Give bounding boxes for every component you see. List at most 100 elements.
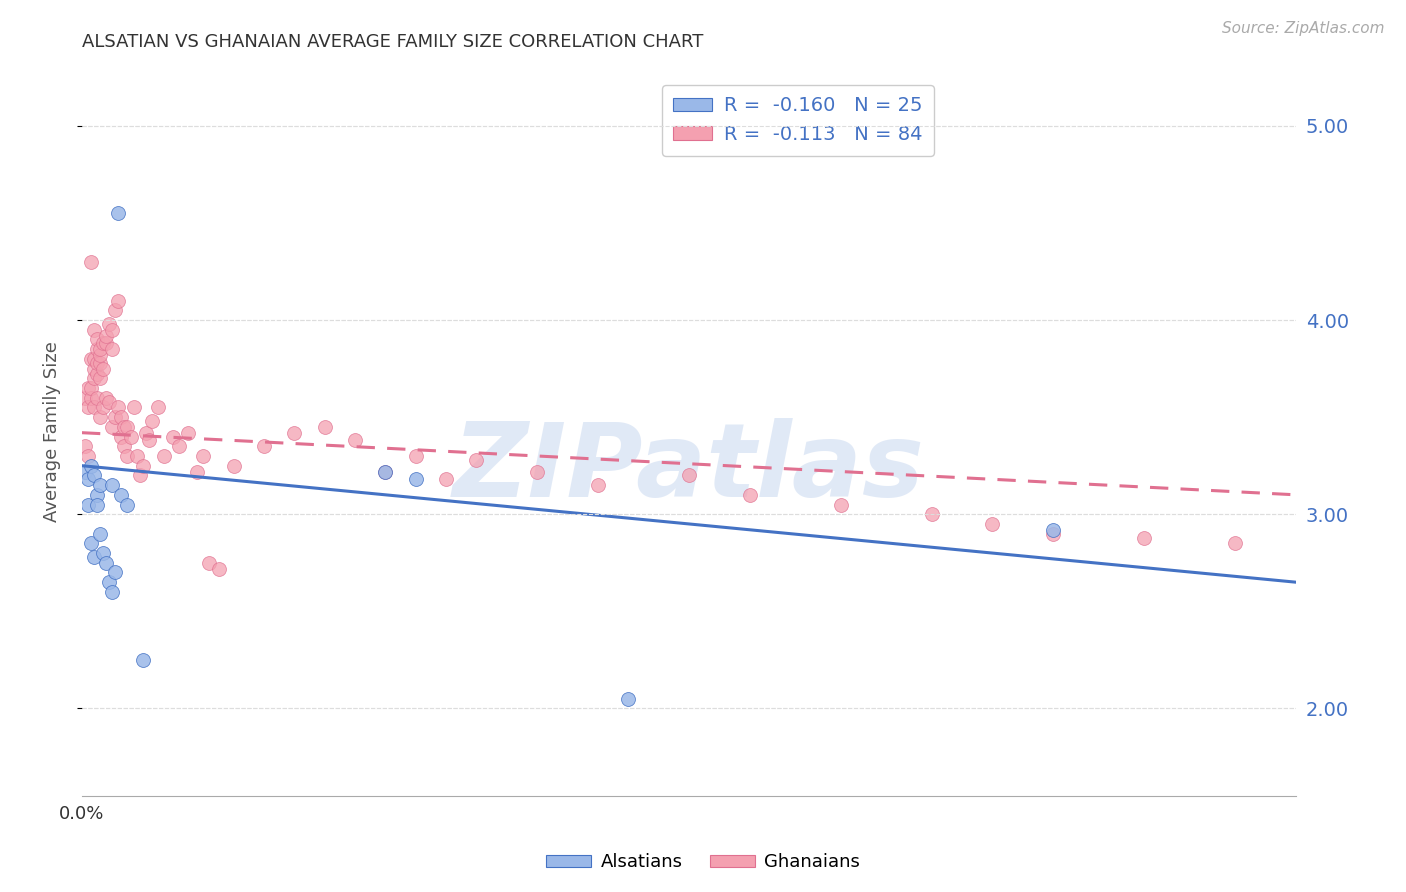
Point xyxy=(177,425,200,440)
Point xyxy=(117,420,139,434)
Point xyxy=(98,317,121,331)
Text: Source: ZipAtlas.com: Source: ZipAtlas.com xyxy=(1222,21,1385,36)
Point xyxy=(405,449,427,463)
Point xyxy=(80,391,103,405)
Point xyxy=(86,391,108,405)
Point xyxy=(73,391,96,405)
Point xyxy=(80,255,103,269)
Point xyxy=(146,401,169,415)
Legend: R =  -0.160   N = 25, R =  -0.113   N = 84: R = -0.160 N = 25, R = -0.113 N = 84 xyxy=(662,85,934,156)
Point xyxy=(86,333,108,347)
Point xyxy=(193,449,215,463)
Point xyxy=(73,465,96,479)
Point xyxy=(1133,531,1156,545)
Point xyxy=(110,410,132,425)
Point xyxy=(141,414,163,428)
Point xyxy=(107,401,129,415)
Point xyxy=(86,488,108,502)
Point xyxy=(80,381,103,395)
Point xyxy=(138,434,160,448)
Point xyxy=(921,507,943,521)
Point xyxy=(89,478,111,492)
Point xyxy=(1223,536,1246,550)
Point xyxy=(91,336,114,351)
Point xyxy=(89,410,111,425)
Point xyxy=(283,425,305,440)
Point xyxy=(122,401,145,415)
Point xyxy=(91,361,114,376)
Point xyxy=(86,498,108,512)
Point xyxy=(89,526,111,541)
Point xyxy=(107,293,129,308)
Point xyxy=(96,336,118,351)
Point xyxy=(586,478,609,492)
Point xyxy=(186,465,208,479)
Point xyxy=(107,206,129,220)
Point xyxy=(89,342,111,356)
Point xyxy=(83,468,105,483)
Point xyxy=(86,356,108,370)
Point xyxy=(465,453,488,467)
Point xyxy=(96,328,118,343)
Point xyxy=(80,458,103,473)
Point xyxy=(101,342,124,356)
Point xyxy=(77,401,100,415)
Point xyxy=(1042,523,1064,537)
Legend: Alsatians, Ghanaians: Alsatians, Ghanaians xyxy=(538,847,868,879)
Point xyxy=(98,575,121,590)
Point xyxy=(83,371,105,385)
Point xyxy=(153,449,176,463)
Point xyxy=(162,429,184,443)
Point xyxy=(128,468,150,483)
Point xyxy=(77,472,100,486)
Point xyxy=(80,351,103,366)
Point xyxy=(96,556,118,570)
Point xyxy=(101,585,124,599)
Point xyxy=(83,351,105,366)
Point xyxy=(101,478,124,492)
Point xyxy=(101,420,124,434)
Point xyxy=(131,458,153,473)
Point xyxy=(77,381,100,395)
Point xyxy=(167,439,190,453)
Point xyxy=(101,323,124,337)
Point xyxy=(80,536,103,550)
Point xyxy=(617,691,640,706)
Point xyxy=(374,465,396,479)
Point xyxy=(91,546,114,560)
Point xyxy=(131,653,153,667)
Text: ZIPatlas: ZIPatlas xyxy=(453,417,925,518)
Point xyxy=(89,356,111,370)
Point xyxy=(77,449,100,463)
Point xyxy=(110,429,132,443)
Point xyxy=(253,439,276,453)
Point xyxy=(117,498,139,512)
Point xyxy=(89,371,111,385)
Point xyxy=(83,549,105,564)
Point xyxy=(981,516,1004,531)
Point xyxy=(114,420,136,434)
Point xyxy=(207,561,229,575)
Point xyxy=(83,361,105,376)
Point xyxy=(104,410,127,425)
Point xyxy=(120,429,142,443)
Y-axis label: Average Family Size: Average Family Size xyxy=(44,342,60,522)
Point xyxy=(77,498,100,512)
Point xyxy=(86,368,108,382)
Point xyxy=(374,465,396,479)
Point xyxy=(1042,526,1064,541)
Point xyxy=(314,420,336,434)
Point xyxy=(830,498,852,512)
Point xyxy=(86,342,108,356)
Point xyxy=(91,401,114,415)
Point xyxy=(83,323,105,337)
Point xyxy=(738,488,761,502)
Point xyxy=(73,439,96,453)
Point xyxy=(198,556,221,570)
Point xyxy=(117,449,139,463)
Point xyxy=(344,434,367,448)
Point xyxy=(114,439,136,453)
Point xyxy=(125,449,148,463)
Point xyxy=(110,488,132,502)
Point xyxy=(98,394,121,409)
